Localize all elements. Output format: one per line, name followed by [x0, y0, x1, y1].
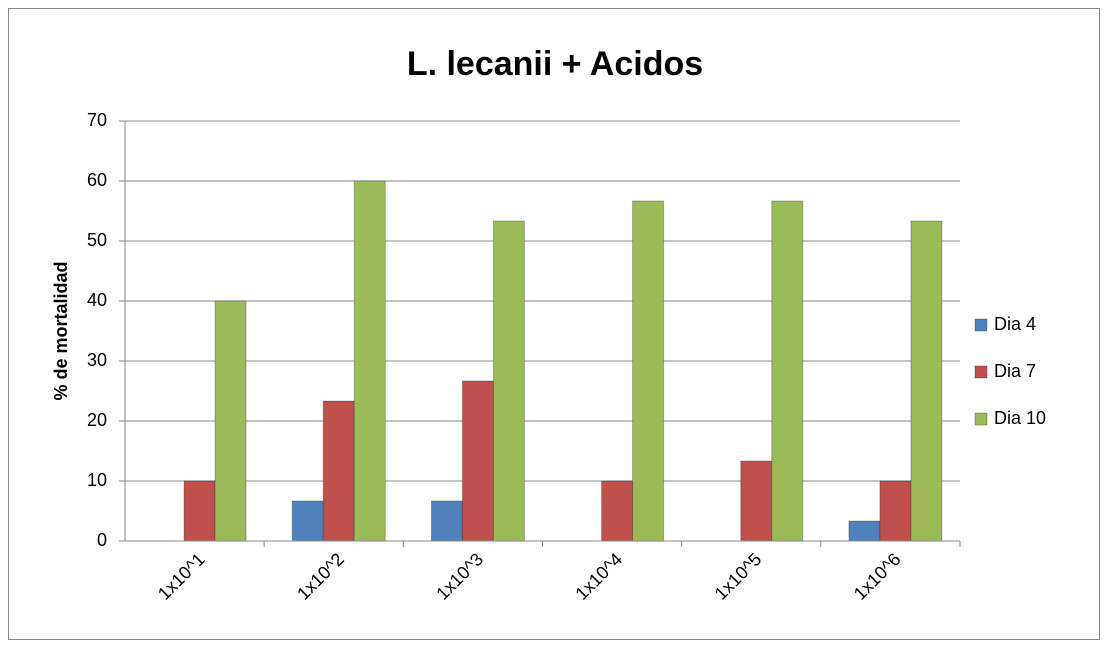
bar — [291, 500, 324, 542]
legend-label: Dia 4 — [994, 314, 1036, 334]
bar — [430, 500, 463, 542]
chart-title: L. lecanii + Acidos — [407, 45, 703, 83]
legend-label: Dia 10 — [994, 408, 1046, 428]
bar — [848, 520, 881, 542]
bar — [461, 380, 494, 542]
y-tick-label: 40 — [87, 290, 107, 310]
bar — [771, 200, 804, 542]
bar — [492, 220, 525, 542]
bar — [353, 180, 386, 542]
bar — [183, 480, 216, 542]
y-tick-label: 70 — [87, 110, 107, 130]
y-tick-label: 50 — [87, 230, 107, 250]
bar — [322, 400, 355, 542]
y-tick-label: 20 — [87, 410, 107, 430]
bar — [601, 480, 634, 542]
y-tick-label: 60 — [87, 170, 107, 190]
y-axis-label: % de mortalidad — [51, 261, 71, 400]
bar — [879, 480, 912, 542]
bar — [740, 460, 773, 542]
legend-swatch — [974, 365, 988, 379]
legend-swatch — [974, 412, 988, 426]
bar — [632, 200, 665, 542]
y-tick-label: 10 — [87, 470, 107, 490]
y-tick-label: 0 — [97, 530, 107, 550]
legend-label: Dia 7 — [994, 361, 1036, 381]
y-tick-label: 30 — [87, 350, 107, 370]
bar — [214, 300, 247, 542]
bar — [910, 220, 943, 542]
legend-swatch — [974, 318, 988, 332]
